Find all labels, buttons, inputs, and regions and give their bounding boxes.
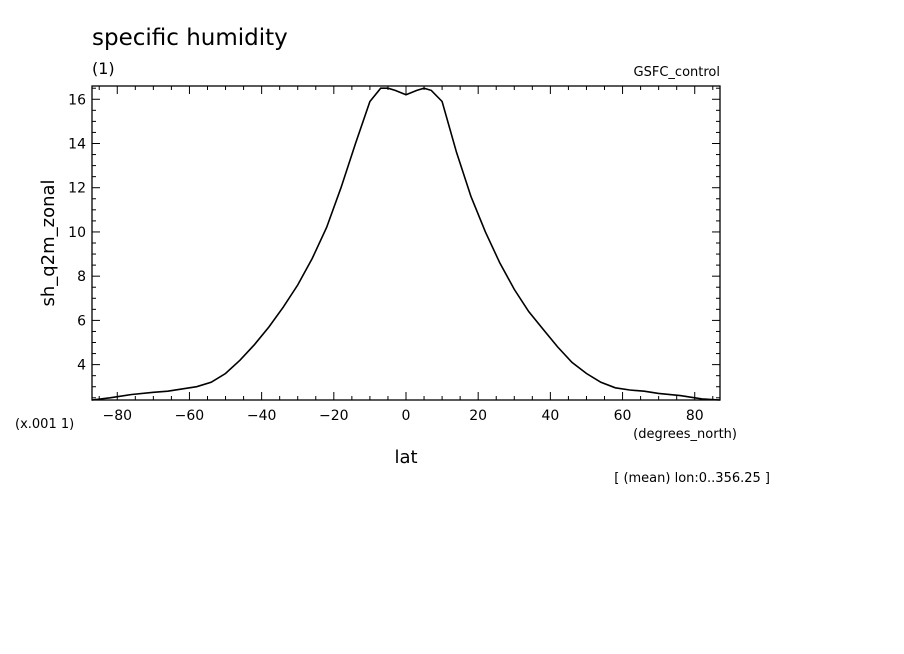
- x-tick-label: 60: [614, 408, 632, 424]
- axis-tick-labels: −80 −60 −40 −20 0 20 40 60 80 4 6 8 10 12 14 16: [68, 92, 703, 424]
- chart-title: specific humidity: [92, 25, 288, 51]
- run-label: GSFC_control: [634, 65, 720, 80]
- x-tick-label: −80: [102, 408, 132, 424]
- x-tick-label: −60: [175, 408, 205, 424]
- y-tick-label: 4: [77, 358, 86, 374]
- y-scale-note: (x.001 1): [15, 417, 74, 432]
- x-axis-units: (degrees_north): [633, 427, 737, 442]
- x-tick-label: 80: [686, 408, 704, 424]
- x-tick-label: 0: [402, 408, 411, 424]
- axis-ticks: [92, 86, 720, 400]
- y-axis-label: sh_q2m_zonal: [38, 179, 59, 306]
- y-tick-label: 14: [68, 136, 86, 152]
- x-tick-label: −40: [247, 408, 277, 424]
- x-tick-label: 40: [541, 408, 559, 424]
- y-tick-label: 8: [77, 269, 86, 285]
- footnote: [ (mean) lon:0..356.25 ]: [614, 471, 770, 486]
- chart-subtitle: (1): [92, 59, 115, 78]
- x-tick-label: −20: [319, 408, 349, 424]
- y-tick-label: 12: [68, 181, 86, 197]
- series-line: [91, 87, 721, 401]
- x-axis-label: lat: [394, 447, 417, 468]
- y-tick-label: 10: [68, 225, 86, 241]
- plot-frame: [91, 85, 721, 401]
- y-tick-label: 16: [68, 92, 86, 108]
- y-tick-label: 6: [77, 313, 86, 329]
- x-tick-label: 20: [469, 408, 487, 424]
